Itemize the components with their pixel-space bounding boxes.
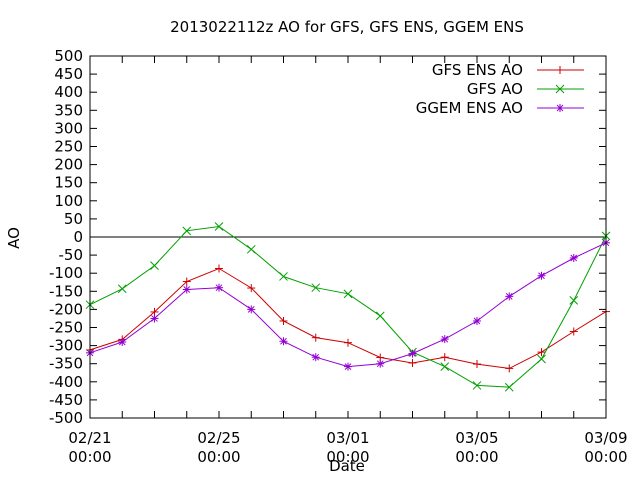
data-point [247, 284, 256, 293]
legend-label-ggem-ens-ao: GGEM ENS AO [416, 99, 523, 117]
data-point [537, 271, 546, 280]
y-tick-label: -150 [49, 282, 83, 300]
data-point [311, 353, 320, 362]
x-tick-label-time: 00:00 [584, 448, 627, 466]
legend-marker-gfs-ens-ao [556, 66, 564, 74]
y-tick-label: -400 [49, 373, 83, 391]
data-point [569, 253, 578, 262]
legend-marker-gfs-ao [555, 84, 565, 94]
data-point [473, 316, 481, 325]
data-point [375, 311, 385, 321]
data-point [472, 381, 482, 390]
data-point [215, 264, 223, 273]
data-point [311, 333, 320, 342]
data-point [537, 354, 546, 364]
x-axis-label: Date [329, 457, 365, 475]
data-point [150, 261, 159, 270]
plot-series [85, 222, 611, 392]
data-point [246, 244, 256, 254]
data-point [214, 222, 224, 231]
data-point [215, 283, 223, 292]
series-line-ggem-ens-ao [89, 242, 607, 368]
data-point [408, 349, 417, 358]
y-tick-label: -50 [59, 246, 84, 264]
y-tick-label: -300 [49, 337, 83, 355]
data-point [118, 337, 127, 346]
legend-label-gfs-ens-ao: GFS ENS AO [432, 61, 523, 79]
x-tick-label-date: 03/09 [584, 429, 627, 447]
data-point [505, 292, 514, 301]
y-tick-label: -250 [49, 319, 83, 337]
y-tick-label: -450 [49, 391, 83, 409]
y-tick-label: -500 [49, 409, 83, 427]
y-tick-label: -350 [49, 355, 83, 373]
x-tick-label-time: 00:00 [197, 448, 240, 466]
data-point [408, 358, 417, 367]
x-tick-label-time: 00:00 [68, 448, 111, 466]
y-tick-label: 0 [73, 228, 83, 246]
plot-frame [89, 55, 607, 419]
y-tick-label: 450 [54, 65, 83, 83]
x-axis: 02/2100:0002/2500:0003/0100:0003/0500:00… [68, 56, 628, 466]
data-point [247, 305, 256, 314]
x-tick-label-time: 00:00 [326, 448, 369, 466]
data-point [505, 364, 514, 373]
chart-title: 2013022112z AO for GFS, GFS ENS, GGEM EN… [170, 18, 524, 36]
legend-label-gfs-ao: GFS AO [467, 80, 523, 98]
y-tick-label: 400 [54, 83, 83, 101]
data-point [473, 360, 481, 369]
legend-marker-ggem-ens-ao [556, 104, 564, 112]
y-tick-label: 300 [54, 119, 83, 137]
series-gfs-ao [85, 222, 611, 392]
x-tick-label-date: 03/01 [326, 429, 369, 447]
y-tick-label: -200 [49, 300, 83, 318]
y-tick-label: 100 [54, 192, 83, 210]
y-tick-label: 150 [54, 174, 83, 192]
data-point [569, 295, 579, 305]
y-axis-label: AO [5, 227, 23, 249]
data-point [279, 272, 288, 281]
x-tick-label-date: 02/21 [68, 429, 111, 447]
data-point [344, 362, 352, 371]
data-point [376, 359, 385, 368]
x-tick-label-date: 02/25 [197, 429, 240, 447]
y-tick-label: -100 [49, 264, 83, 282]
data-point [182, 226, 192, 236]
y-tick-label: 250 [54, 138, 83, 156]
x-tick-label-date: 03/05 [455, 429, 498, 447]
data-point [279, 316, 288, 325]
data-point [537, 348, 546, 357]
data-point [569, 327, 578, 336]
data-point [182, 277, 191, 286]
data-point [440, 353, 449, 362]
series-gfs-ens-ao [86, 264, 610, 373]
series-ggem-ens-ao [86, 238, 610, 371]
data-point [504, 382, 514, 392]
data-point [182, 285, 191, 294]
y-tick-label: 50 [64, 210, 83, 228]
y-tick-label: 350 [54, 101, 83, 119]
data-point [311, 283, 321, 293]
data-point [150, 314, 159, 323]
data-point [343, 289, 353, 299]
data-point [344, 338, 352, 347]
y-tick-label: 500 [54, 47, 83, 65]
data-point [440, 335, 449, 344]
data-point [117, 284, 127, 294]
data-point [279, 337, 288, 346]
y-tick-label: 200 [54, 156, 83, 174]
x-tick-label-time: 00:00 [455, 448, 498, 466]
data-point [440, 362, 450, 371]
y-axis: 500450400350300250200150100500-50-100-15… [49, 47, 606, 427]
